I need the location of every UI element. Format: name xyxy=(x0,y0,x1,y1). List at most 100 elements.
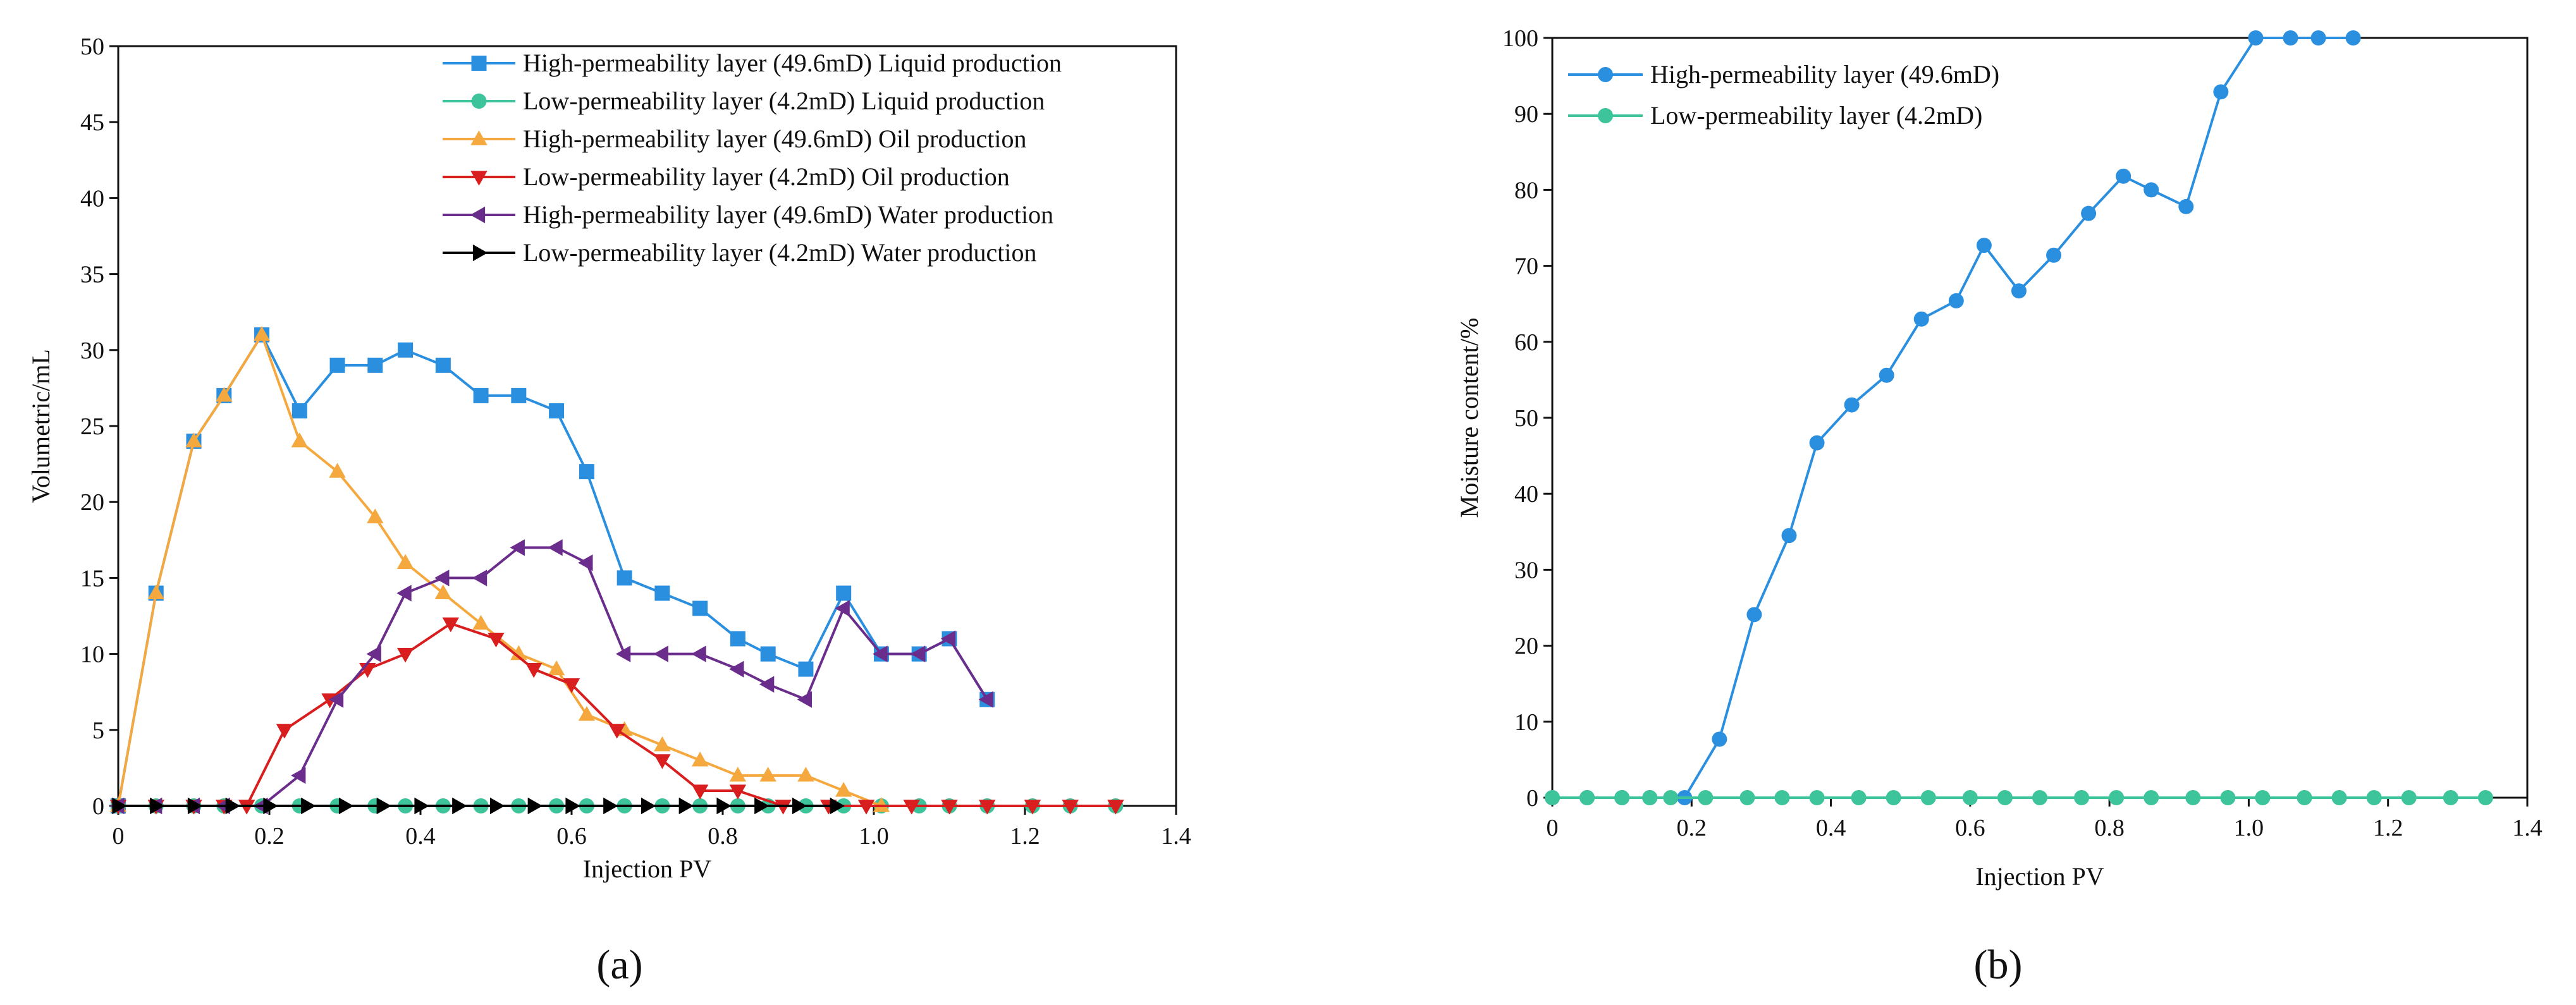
data-point xyxy=(472,614,489,630)
data-point xyxy=(434,584,452,600)
data-point xyxy=(857,800,875,815)
data-point xyxy=(2046,247,2062,263)
data-point xyxy=(329,463,346,478)
x-tick-label: 1.0 xyxy=(2234,815,2264,841)
y-tick-label: 30 xyxy=(1514,557,1538,583)
data-point xyxy=(435,357,451,373)
data-point xyxy=(579,464,594,480)
legend: High-permeability layer (49.6mD) Low-perm… xyxy=(1568,60,1999,130)
data-point xyxy=(941,800,958,815)
data-point xyxy=(1024,800,1041,815)
y-tick-label: 30 xyxy=(80,338,104,364)
data-point xyxy=(910,645,926,662)
data-point xyxy=(396,585,412,602)
legend-label: Low-permeability layer (4.2mD) xyxy=(1650,101,1982,130)
y-tick-label: 70 xyxy=(1514,253,1538,280)
x-tick-label: 1.2 xyxy=(2373,815,2403,841)
data-point xyxy=(2331,790,2347,805)
data-point xyxy=(979,800,996,815)
data-point xyxy=(729,661,744,678)
data-point xyxy=(2401,790,2417,805)
data-point xyxy=(1962,790,1978,805)
data-point xyxy=(367,357,383,373)
data-point xyxy=(2109,790,2125,805)
y-tick-label: 0 xyxy=(92,793,104,820)
y-tick-label: 10 xyxy=(80,642,104,668)
data-point xyxy=(253,326,271,341)
data-point xyxy=(678,797,694,815)
data-point xyxy=(654,754,671,769)
data-point xyxy=(836,585,852,601)
y-tick-label: 50 xyxy=(80,34,104,60)
x-tick-label: 0.6 xyxy=(1955,815,1985,841)
data-point xyxy=(414,797,429,815)
data-point xyxy=(525,663,543,678)
data-point xyxy=(754,797,770,815)
data-point xyxy=(873,797,890,812)
x-tick-label: 1.0 xyxy=(859,823,889,850)
data-point xyxy=(792,797,807,815)
series-6 xyxy=(112,797,845,815)
data-point xyxy=(1663,790,1679,805)
data-point xyxy=(1913,311,1929,327)
data-point xyxy=(798,661,814,677)
data-point xyxy=(396,648,414,663)
y-tick-label: 20 xyxy=(80,489,104,516)
legend-item: Low-permeability layer (4.2mD) Liquid pr… xyxy=(443,87,1045,115)
data-point xyxy=(2283,30,2298,46)
data-point xyxy=(578,705,596,721)
data-point xyxy=(2185,790,2201,805)
data-point xyxy=(653,645,668,662)
data-point xyxy=(291,767,306,784)
data-point xyxy=(2220,790,2236,805)
legend-marker xyxy=(472,244,488,262)
y-axis-label: Volumetric/mL xyxy=(27,349,55,503)
legend: High-permeability layer (49.6mD) Liquid … xyxy=(443,49,1062,267)
x-tick-label: 0.8 xyxy=(708,823,738,850)
y-axis-label: Moisture content/% xyxy=(1455,318,1483,518)
x-tick-label: 0.4 xyxy=(405,823,436,850)
legend-marker xyxy=(470,206,486,224)
data-point xyxy=(488,632,505,648)
data-point xyxy=(473,387,489,403)
data-point xyxy=(510,645,527,661)
data-point xyxy=(2345,30,2361,46)
data-point xyxy=(654,736,671,752)
data-point xyxy=(978,691,993,708)
data-point xyxy=(1746,607,1762,623)
data-point xyxy=(396,554,414,569)
x-tick-label: 0.6 xyxy=(556,823,587,850)
y-tick-label: 50 xyxy=(1514,405,1538,432)
y-tick-label: 20 xyxy=(1514,633,1538,660)
data-point xyxy=(398,342,414,358)
data-point xyxy=(376,797,392,815)
data-point xyxy=(185,432,202,448)
data-point xyxy=(2144,790,2159,805)
data-point xyxy=(654,585,670,601)
y-tick-label: 90 xyxy=(1514,101,1538,128)
data-point xyxy=(615,645,631,662)
data-point xyxy=(903,800,920,815)
data-point xyxy=(276,724,293,739)
y-tick-label: 80 xyxy=(1514,177,1538,204)
legend-item: High-permeability layer (49.6mD) xyxy=(1568,60,1999,88)
x-tick-label: 0.8 xyxy=(2094,815,2125,841)
data-point xyxy=(301,797,316,815)
data-point xyxy=(291,403,307,418)
data-point xyxy=(549,403,565,418)
legend-item: Low-permeability layer (4.2mD) Water pro… xyxy=(443,238,1036,267)
panel-label: (a) xyxy=(596,942,642,988)
legend-label: Low-permeability layer (4.2mD) Oil produ… xyxy=(523,162,1010,191)
data-point xyxy=(1545,790,1560,805)
data-point xyxy=(873,645,888,662)
data-point xyxy=(225,797,241,815)
data-point xyxy=(527,797,543,815)
data-point xyxy=(2443,790,2458,805)
data-point xyxy=(830,797,845,815)
data-point xyxy=(608,724,625,739)
data-point xyxy=(442,617,459,633)
y-tick-label: 0 xyxy=(1526,785,1538,812)
data-point xyxy=(1642,790,1658,805)
data-point xyxy=(366,645,381,662)
